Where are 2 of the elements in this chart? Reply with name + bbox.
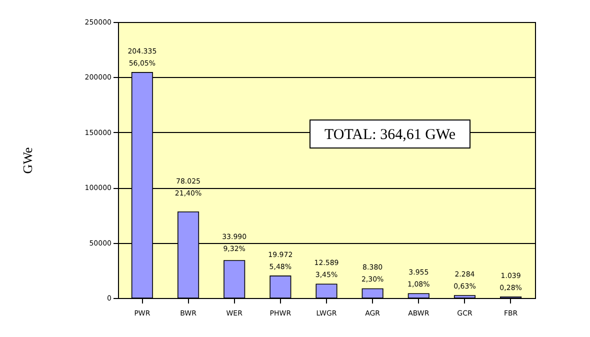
y-axis-title: GWe [20,147,35,174]
annotation: TOTAL: 364,61 GWe [324,127,456,143]
